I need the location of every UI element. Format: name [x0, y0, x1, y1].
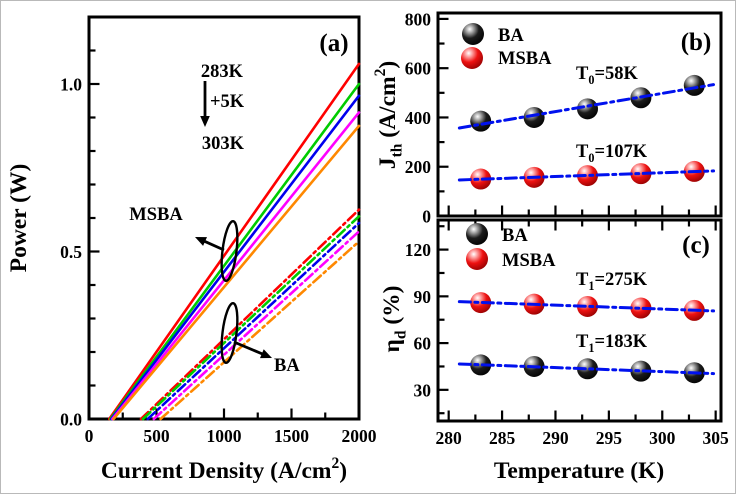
- temp-range-arrow-head: [200, 116, 210, 127]
- ba-group-ellipse: [220, 302, 239, 364]
- panel-a-y-axis-title: Power (W): [6, 164, 32, 273]
- x-tick-label-a: 0: [85, 426, 94, 446]
- legend-marker-ba: [462, 23, 484, 45]
- temp-end-label: 303K: [202, 134, 245, 154]
- msba-data-point: [470, 292, 492, 314]
- panel-c-frame: [436, 218, 723, 423]
- ba-data-point: [523, 106, 545, 128]
- y-tick-label-b: 0: [422, 207, 431, 227]
- msba-283k-line: [107, 62, 361, 421]
- y-tick-label-c: 60: [414, 334, 432, 354]
- x-tick-label-a: 1500: [274, 426, 309, 446]
- y-tick-label-c: 120: [405, 240, 432, 260]
- temp-start-label: 283K: [201, 62, 244, 82]
- panel-b-frame: [436, 11, 723, 218]
- legend-label-ba: BA: [502, 226, 528, 246]
- panel-a-x-axis-title: Current Density (A/cm2): [101, 455, 347, 484]
- x-tick-label-c: 290: [542, 428, 569, 448]
- y-tick-label-a: 0.5: [60, 242, 82, 262]
- ba-annotation-arrow-shaft: [233, 340, 265, 356]
- ba-data-point: [470, 354, 492, 376]
- msba-data-point: [630, 297, 652, 319]
- y-tick-label-b: 800: [405, 9, 432, 29]
- x-tick-label-a: 1000: [207, 426, 242, 446]
- msba-fit-label: T1=275K: [576, 270, 648, 293]
- y-tick-label-a: 0.0: [60, 410, 82, 430]
- legend-marker-msba: [461, 47, 483, 69]
- msba-fit-label: T0=107K: [576, 142, 648, 165]
- msba-annotation-label: MSBA: [129, 205, 183, 225]
- ba-data-point: [470, 110, 492, 132]
- msba-298k-line: [111, 111, 361, 421]
- ba-data-point: [577, 358, 599, 380]
- msba-data-point: [630, 163, 652, 185]
- ba-283k-line: [139, 208, 361, 421]
- x-tick-label-c: 280: [436, 428, 463, 448]
- x-tick-label-a: 2000: [342, 426, 377, 446]
- y-tick-label-b: 200: [405, 157, 432, 177]
- msba-annotation-arrow-head: [195, 237, 208, 246]
- x-tick-label-c: 300: [649, 428, 676, 448]
- ba-trend-line: [457, 83, 716, 130]
- y-tick-label-c: 30: [414, 380, 432, 400]
- ba-data-point: [630, 360, 652, 382]
- panel-b-y-axis-title: Jth (A/cm2): [372, 61, 405, 169]
- msba-data-point: [577, 295, 599, 317]
- legend-label-msba: MSBA: [498, 49, 552, 69]
- ba-303k-line: [159, 240, 361, 421]
- y-tick-label-b: 600: [405, 59, 432, 79]
- ba-288k-line: [141, 215, 361, 421]
- y-tick-label-b: 400: [405, 108, 432, 128]
- legend-marker-ba: [466, 223, 488, 245]
- y-tick-label-c: 90: [414, 287, 432, 307]
- msba-data-point: [577, 165, 599, 187]
- ba-293k-line: [146, 221, 361, 421]
- msba-303k-line: [112, 124, 361, 421]
- ba-annotation-arrow-head: [259, 349, 272, 359]
- panel-b-label: (b): [681, 29, 712, 56]
- temp-step-label: +5K: [210, 92, 245, 112]
- x-tick-label-c: 305: [703, 428, 730, 448]
- x-tick-label-a: 500: [143, 426, 170, 446]
- ba-annotation-label: BA: [274, 356, 300, 376]
- panel-c-label: (c): [682, 232, 710, 259]
- msba-trend-line: [457, 169, 716, 182]
- panel-c-x-axis-title: Temperature (K): [494, 458, 664, 484]
- msba-trend-line: [457, 300, 716, 313]
- legend-label-ba: BA: [498, 26, 524, 46]
- ba-data-point: [683, 74, 705, 96]
- msba-288k-line: [109, 82, 361, 421]
- msba-data-point: [470, 168, 492, 190]
- legend-marker-msba: [466, 248, 488, 270]
- legend-label-msba: MSBA: [502, 251, 556, 271]
- panel-c-y-axis-title: ηd (%): [379, 285, 409, 352]
- ba-fit-label: T1=183K: [576, 332, 648, 355]
- ba-fit-label: T0=58K: [576, 64, 638, 87]
- msba-annotation-arrow-shaft: [202, 239, 225, 252]
- x-tick-label-c: 285: [489, 428, 516, 448]
- y-tick-label-a: 1.0: [60, 75, 82, 95]
- ba-trend-line: [457, 362, 716, 376]
- x-tick-label-c: 295: [596, 428, 623, 448]
- panel-a-label: (a): [319, 30, 348, 57]
- ba-298k-line: [152, 230, 361, 421]
- ba-data-point: [577, 98, 599, 120]
